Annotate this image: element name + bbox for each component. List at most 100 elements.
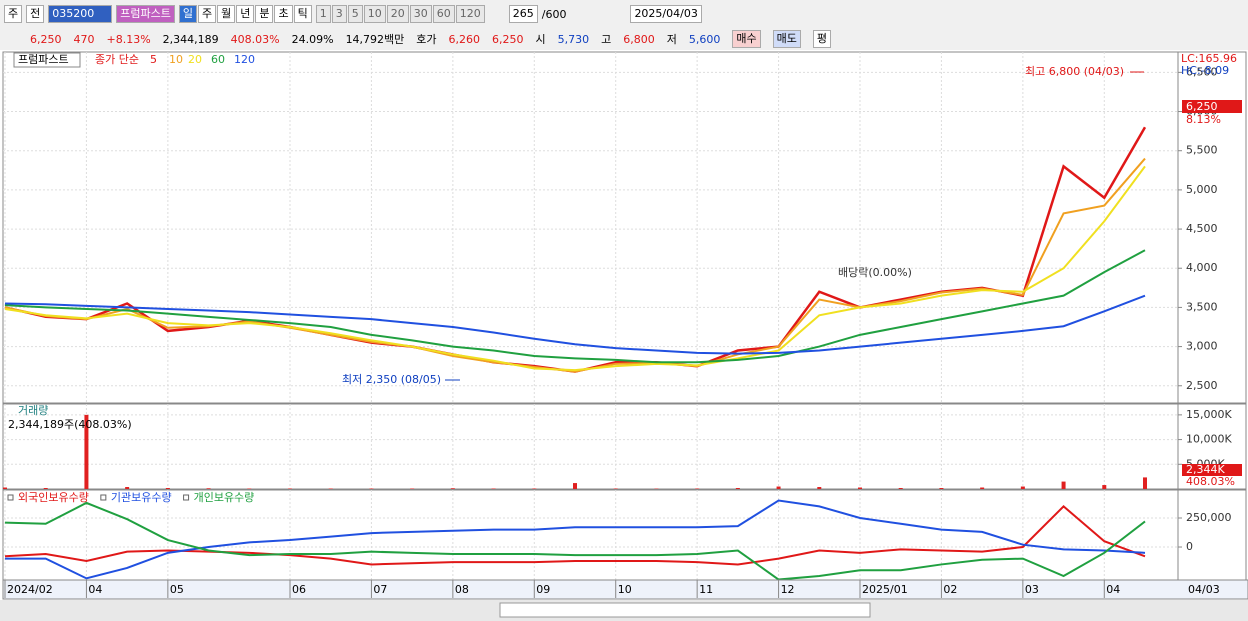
low: 5,600: [688, 32, 721, 46]
x-tick-label: 04: [88, 583, 102, 596]
volume-bar: [165, 488, 170, 489]
minute-button[interactable]: 30: [409, 5, 432, 23]
series-line: [4, 505, 1146, 566]
legend-swatch: [100, 494, 107, 501]
annotation-event: 배당락(0.00%): [838, 266, 912, 279]
minute-button[interactable]: 1: [315, 5, 331, 23]
hc-label: HC:-8.09: [1181, 64, 1229, 77]
legend-name: 프럼파스트: [18, 53, 69, 66]
panel: [2, 403, 1179, 490]
x-tick-label: 06: [292, 583, 306, 596]
minute-button[interactable]: 10: [363, 5, 386, 23]
legend-entry: 20: [188, 53, 202, 66]
annotation-high: 최고 6,800 (04/03): [1025, 65, 1124, 78]
interval-button[interactable]: 분: [255, 5, 274, 23]
quote-bar: 6,250 470 +8.13% 2,344,189 408.03% 24.09…: [0, 28, 1248, 50]
interval-button[interactable]: 틱: [293, 5, 312, 23]
x-tick-label: 03: [1025, 583, 1039, 596]
x-tick-label: 11: [699, 583, 713, 596]
panel: [2, 489, 1179, 581]
legend-entry: 10: [169, 53, 183, 66]
stock-name[interactable]: 프럼파스트: [116, 5, 175, 23]
legend-swatch: [183, 494, 190, 501]
volume-bar: [898, 488, 903, 489]
change: 470: [73, 32, 95, 46]
legend-entry: 60: [211, 53, 225, 66]
scroll-thumb[interactable]: [499, 602, 871, 618]
bid-label: 호가: [416, 33, 437, 46]
low-label: 저: [666, 33, 677, 46]
minute-button[interactable]: 5: [347, 5, 363, 23]
axis-panel: [1177, 489, 1247, 581]
panel: [2, 51, 1179, 404]
x-tick-label: 10: [618, 583, 632, 596]
date[interactable]: 2025/04/03: [630, 5, 702, 23]
volume-bar: [43, 488, 48, 489]
volume-bar: [1102, 485, 1107, 489]
high-label: 고: [601, 33, 612, 46]
bid: 6,250: [492, 32, 524, 46]
volume-bar: [1020, 486, 1025, 489]
interval-button[interactable]: 주: [197, 5, 217, 23]
volume-bar: [1143, 477, 1147, 489]
code[interactable]: 035200: [48, 5, 113, 23]
volume-bar: [858, 487, 862, 489]
x-tick-label: 09: [536, 583, 550, 596]
minute-button[interactable]: 20: [386, 5, 409, 23]
volume-bar: [1061, 481, 1066, 489]
x-axis-band: [2, 579, 1248, 600]
legend-box: [13, 52, 81, 68]
interval-button[interactable]: 년: [236, 5, 255, 23]
last-volume-rate: 408.03%: [1186, 475, 1235, 488]
series-line: [5, 499, 1146, 580]
legend-entry: 5: [150, 53, 157, 66]
buy-button[interactable]: 매수: [732, 30, 761, 48]
minute-button[interactable]: 120: [455, 5, 485, 23]
count[interactable]: 265: [508, 5, 538, 23]
volume-bar: [3, 487, 7, 489]
interval-button[interactable]: 일: [178, 5, 197, 23]
x-tick-label: 07: [373, 583, 387, 596]
volume-bar: [125, 487, 130, 489]
y-tick-label: 6,500: [1186, 65, 1218, 78]
period-type[interactable]: 주: [4, 5, 23, 23]
volume: 2,344,189: [162, 32, 219, 46]
x-tick-label: 2024/02: [7, 583, 53, 596]
interval-button[interactable]: 월: [217, 5, 236, 23]
minute-button[interactable]: 60: [432, 5, 455, 23]
max: /600: [541, 7, 567, 21]
volume-bar: [450, 488, 455, 489]
minute-button[interactable]: 3: [331, 5, 347, 23]
interval-button[interactable]: 초: [274, 5, 293, 23]
last-box: [1182, 100, 1242, 113]
minutes: 1 3 5 10 20 30 60 120: [315, 5, 485, 23]
high: 6,800: [623, 32, 655, 46]
series-line: [4, 501, 1146, 581]
y-tick-label: 2,500: [1186, 379, 1218, 392]
legend-entry: 120: [234, 53, 255, 66]
series-line: [4, 294, 1146, 355]
y-tick-label: 5,000: [1186, 183, 1218, 196]
legend-swatch: [7, 494, 14, 501]
y-tick-label: 250,000: [1186, 511, 1232, 524]
volume-bar: [206, 488, 211, 489]
lc-label: LC:165.96: [1181, 52, 1237, 65]
scope[interactable]: 전: [26, 5, 45, 23]
volume-rate: 408.03%: [230, 32, 280, 46]
avg-button[interactable]: 평: [812, 30, 832, 48]
x-tick-label: 02: [943, 583, 957, 596]
volume-bar: [776, 486, 781, 489]
legend-entry: 외국인보유수량: [18, 491, 89, 504]
volume-bar: [980, 487, 985, 489]
amount: 14,792백만: [345, 33, 405, 46]
sell-button[interactable]: 매도: [772, 30, 801, 48]
y-tick-label: 0: [1186, 540, 1193, 553]
rate: +8.13%: [106, 32, 151, 46]
turnover: 24.09%: [291, 32, 334, 46]
price: 6,250: [30, 32, 62, 46]
y-tick-label: 3,000: [1186, 340, 1218, 353]
last-volume-box: [1182, 464, 1242, 476]
volume-bar: [735, 488, 740, 489]
x-tick-label: 05: [170, 583, 184, 596]
